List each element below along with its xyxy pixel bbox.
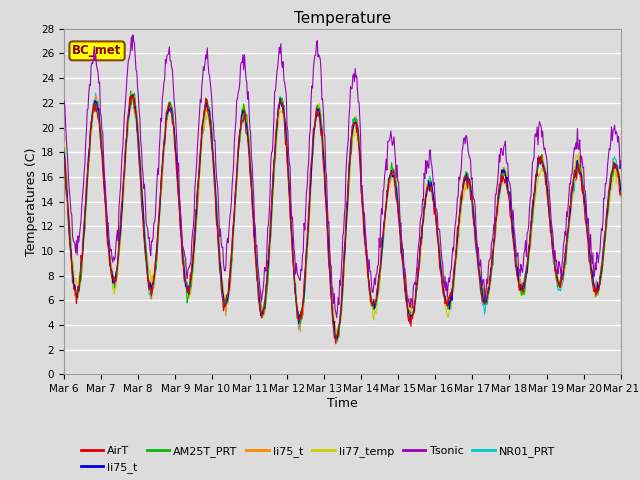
X-axis label: Time: Time <box>327 397 358 410</box>
Legend: AirT, li75_t, AM25T_PRT, li75_t, li77_temp, Tsonic, NR01_PRT: AirT, li75_t, AM25T_PRT, li75_t, li77_te… <box>81 446 556 472</box>
Title: Temperature: Temperature <box>294 11 391 26</box>
Text: BC_met: BC_met <box>72 44 122 57</box>
Y-axis label: Temperatures (C): Temperatures (C) <box>25 147 38 256</box>
